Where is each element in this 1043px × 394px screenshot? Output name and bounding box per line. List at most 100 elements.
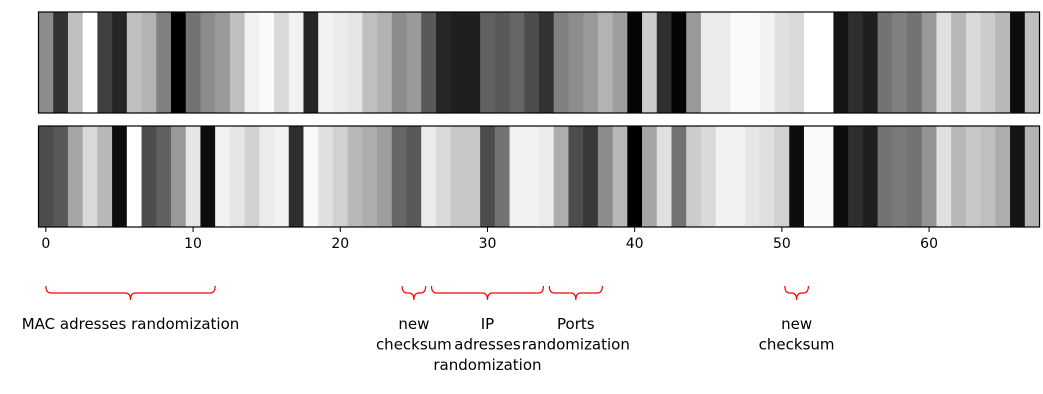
heatmap-cell <box>465 126 481 227</box>
heatmap-cell <box>700 12 717 113</box>
heatmap-cell <box>715 12 731 113</box>
annotation-label: MAC adresses randomization <box>22 315 240 333</box>
heatmap-cell <box>612 126 628 227</box>
heatmap-frame <box>37 125 1041 228</box>
heatmap-cell <box>995 12 1011 113</box>
heatmap-cell <box>892 126 908 227</box>
annotation-label: new <box>398 315 429 333</box>
heatmap-cell <box>774 12 790 113</box>
heatmap-cell <box>38 126 54 227</box>
heatmap-cell <box>215 126 231 227</box>
heatmap-cell <box>494 126 511 227</box>
heatmap-cell <box>215 12 231 113</box>
heatmap-cell <box>597 12 614 113</box>
heatmap-cell <box>759 12 776 113</box>
heatmap-cell <box>745 126 761 227</box>
heatmap-row-top <box>37 11 1041 114</box>
heatmap-cell <box>553 126 570 227</box>
heatmap-cell <box>244 12 260 113</box>
heatmap-cell <box>318 126 334 227</box>
heatmap-cell <box>568 12 584 113</box>
heatmap-cell <box>97 12 113 113</box>
heatmap-cell <box>362 12 378 113</box>
heatmap-cell <box>745 12 761 113</box>
heatmap-cell <box>730 12 746 113</box>
heatmap-cell <box>480 126 496 227</box>
heatmap-cell <box>612 12 628 113</box>
heatmap-cell <box>539 126 555 227</box>
annotation-brace <box>401 285 427 301</box>
heatmap-cell <box>907 126 923 227</box>
x-axis: 0 10 20 30 40 50 60 <box>41 227 938 252</box>
annotation-label: adresses <box>454 336 521 354</box>
heatmap-cell <box>126 12 143 113</box>
heatmap-cell <box>818 126 835 227</box>
heatmap-cell <box>377 12 393 113</box>
heatmap-cell <box>156 126 172 227</box>
heatmap-cell <box>509 126 525 227</box>
heatmap-cell <box>597 126 614 227</box>
heatmap-cell <box>568 126 584 227</box>
heatmap-cell <box>509 12 525 113</box>
heatmap-cell <box>170 126 187 227</box>
heatmap-cell <box>377 126 393 227</box>
x-tick-label: 30 <box>479 236 497 252</box>
heatmap-cell <box>848 126 864 227</box>
heatmap-cell <box>288 12 305 113</box>
heatmap-cell <box>877 12 893 113</box>
heatmap-cell <box>465 12 481 113</box>
heatmap-cell <box>1024 126 1041 227</box>
heatmap-cell <box>435 12 452 113</box>
heatmap-cell <box>450 126 466 227</box>
heatmap-cell <box>347 126 363 227</box>
x-tick-label: 20 <box>331 236 349 252</box>
annotation-brace <box>430 285 545 301</box>
heatmap-cell <box>715 126 731 227</box>
heatmap-cell <box>288 126 305 227</box>
heatmap-cell <box>789 126 805 227</box>
heatmap-cell <box>200 12 216 113</box>
heatmap-cell <box>980 126 996 227</box>
heatmap-cell <box>67 126 84 227</box>
heatmap-cell <box>583 12 599 113</box>
heatmap-cell <box>921 12 938 113</box>
heatmap-cell <box>421 12 437 113</box>
annotation-brace <box>784 285 809 301</box>
heatmap-cell <box>67 12 84 113</box>
annotation-label: checksum <box>759 336 835 354</box>
heatmap-cell <box>907 12 923 113</box>
heatmap-cell <box>1010 12 1026 113</box>
annotation-label: randomization <box>433 356 541 374</box>
heatmap-cell <box>185 126 202 227</box>
heatmap-cell <box>112 12 128 113</box>
heatmap-cell <box>656 12 673 113</box>
annotation-brace <box>45 285 216 301</box>
heatmap-cell <box>141 12 157 113</box>
x-tick-label: 50 <box>773 236 791 252</box>
heatmap-cell <box>686 12 702 113</box>
heatmap-cell <box>274 12 290 113</box>
heatmap-cell <box>53 12 69 113</box>
heatmap-cell <box>156 12 172 113</box>
heatmap-cell <box>450 12 466 113</box>
annotation-label: checksum <box>376 336 452 354</box>
x-tick-label: 10 <box>184 236 202 252</box>
annotation-label: IP <box>481 315 494 333</box>
heatmap-cell <box>347 12 363 113</box>
heatmap-cell <box>759 126 776 227</box>
heatmap-cell <box>38 12 54 113</box>
heatmap-frame <box>37 11 1041 114</box>
heatmap-cell <box>553 12 570 113</box>
heatmap-cell <box>951 126 967 227</box>
heatmap-cell <box>229 12 246 113</box>
heatmap-cell <box>671 126 687 227</box>
heatmap-cell <box>406 126 422 227</box>
heatmap-cell <box>627 126 643 227</box>
heatmap-cell <box>877 126 893 227</box>
x-tick-label: 60 <box>920 236 938 252</box>
heatmap-cell <box>391 12 408 113</box>
heatmap-cell <box>539 12 555 113</box>
heatmap-cell <box>332 12 349 113</box>
heatmap-cell <box>936 126 952 227</box>
